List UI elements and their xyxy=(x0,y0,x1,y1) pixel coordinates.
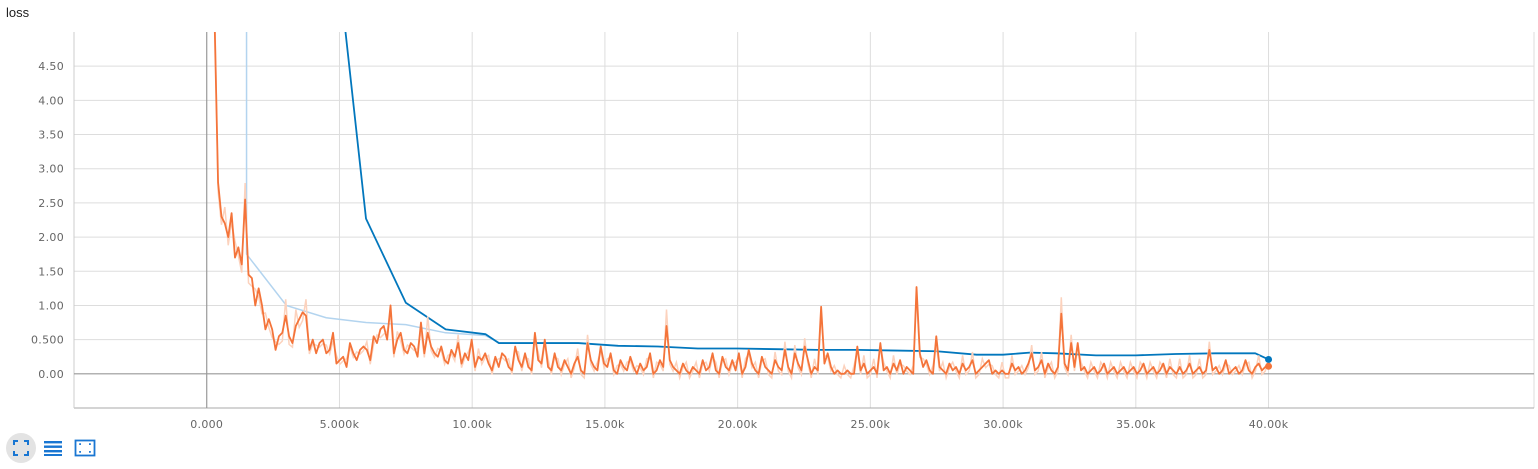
y-tick-label: 1.00 xyxy=(38,299,64,312)
series-0-line xyxy=(344,32,1269,361)
y-tick-label: 0.00 xyxy=(38,368,64,381)
series-1-raw-line xyxy=(214,32,1270,381)
series-0-raw-line xyxy=(245,32,500,344)
selection-icon xyxy=(74,439,96,457)
axes xyxy=(73,32,1534,409)
selection-button[interactable] xyxy=(70,433,100,463)
series-layer xyxy=(213,32,1273,381)
y-tick-label: 1.50 xyxy=(38,265,64,278)
fit-domain-button[interactable] xyxy=(6,433,36,463)
y-tick-label: 2.50 xyxy=(38,197,64,210)
y-tick-label: 2.00 xyxy=(38,231,64,244)
series-0-end-point xyxy=(1265,355,1273,363)
list-icon xyxy=(44,441,62,456)
y-tick-label: 4.00 xyxy=(38,94,64,107)
x-tick-label: 0.000 xyxy=(190,418,223,430)
y-tick-label: 4.50 xyxy=(38,60,64,73)
x-tick-label: 15.00k xyxy=(585,418,625,430)
y-tick-label: 0.500 xyxy=(31,334,64,347)
x-tick-label: 30.00k xyxy=(983,418,1023,430)
series-1-line xyxy=(213,32,1269,375)
chart-title: loss xyxy=(6,5,30,20)
toggle-log-button[interactable] xyxy=(38,433,68,463)
chart-toolbar xyxy=(6,433,102,463)
x-tick-label: 20.00k xyxy=(718,418,758,430)
x-tick-label: 5.000k xyxy=(320,418,360,430)
x-tick-label: 40.00k xyxy=(1249,418,1289,430)
loss-chart[interactable]: 0.00 0.500 1.00 1.50 2.00 2.50 3.00 3.50 4.00 4.5… xyxy=(0,0,1538,430)
y-tick-label: 3.00 xyxy=(38,163,64,176)
y-tick-label: 3.50 xyxy=(38,129,64,142)
x-tick-label: 25.00k xyxy=(851,418,891,430)
tick-labels: 0.00 0.500 1.00 1.50 2.00 2.50 3.00 3.50 4.00 4.5… xyxy=(31,60,1289,430)
x-tick-label: 10.00k xyxy=(452,418,492,430)
x-tick-label: 35.00k xyxy=(1116,418,1156,430)
fit-domain-icon xyxy=(13,440,29,456)
series-1-end-point xyxy=(1265,362,1273,370)
